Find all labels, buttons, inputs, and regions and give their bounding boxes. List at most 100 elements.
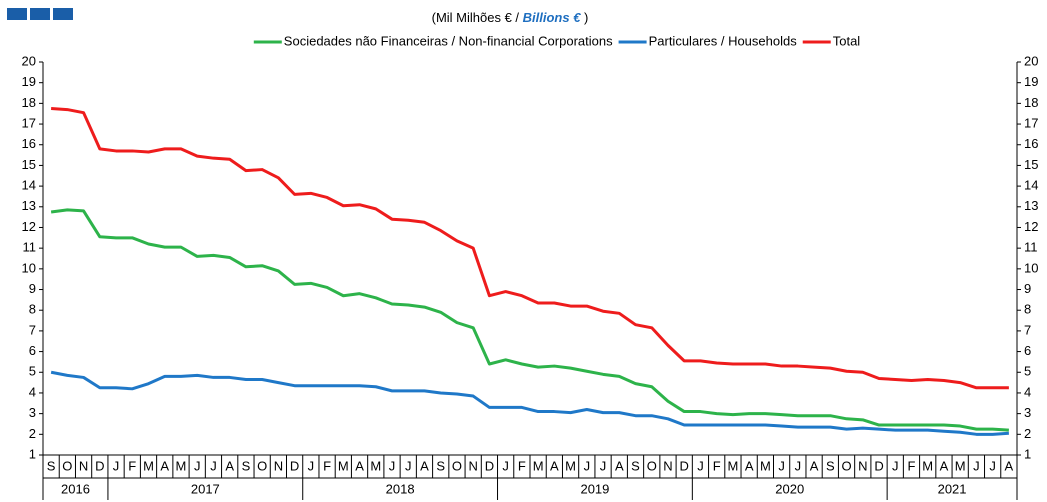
- legend-label: Total: [833, 33, 861, 48]
- y2-tick-label: 12: [1024, 219, 1038, 234]
- y-tick-label: 1: [29, 446, 36, 461]
- y2-tick-label: 19: [1024, 74, 1038, 89]
- x-tick-label: J: [697, 458, 704, 473]
- series-line: [51, 107, 1009, 390]
- title-part: ): [580, 10, 588, 25]
- x-tick-label: N: [468, 458, 477, 473]
- x-tick-label: F: [908, 458, 916, 473]
- title-part: (Mil Milhões € /: [432, 10, 523, 25]
- x-tick-label: N: [663, 458, 672, 473]
- x-tick-label: A: [420, 458, 429, 473]
- y-tick-label: 10: [22, 260, 36, 275]
- x-tick-label: F: [518, 458, 526, 473]
- x-tick-label: D: [874, 458, 883, 473]
- x-tick-label: O: [647, 458, 657, 473]
- x-tick-label: A: [940, 458, 949, 473]
- x-tick-label: A: [550, 458, 559, 473]
- x-tick-label: M: [922, 458, 933, 473]
- x-tick-label: M: [727, 458, 738, 473]
- x-tick-label: J: [778, 458, 785, 473]
- x-tick-label: A: [745, 458, 754, 473]
- x-tick-label: D: [680, 458, 689, 473]
- y-tick-label: 19: [22, 74, 36, 89]
- y2-tick-label: 11: [1024, 240, 1038, 255]
- y-tick-label: 18: [22, 95, 36, 110]
- y-tick-label: 11: [23, 240, 37, 255]
- logo-block: [7, 8, 27, 20]
- y2-tick-label: 3: [1024, 405, 1031, 420]
- x-tick-label: M: [143, 458, 154, 473]
- x-tick-label: J: [989, 458, 996, 473]
- x-tick-label: A: [225, 458, 234, 473]
- x-tick-label: A: [615, 458, 624, 473]
- series-line: [50, 370, 1009, 436]
- y-tick-label: 9: [29, 281, 36, 296]
- x-tick-label: A: [160, 458, 169, 473]
- x-tick-label: S: [826, 458, 835, 473]
- x-tick-label: M: [533, 458, 544, 473]
- logo-block: [30, 8, 50, 20]
- x-tick-label: N: [858, 458, 867, 473]
- y2-tick-label: 9: [1024, 281, 1031, 296]
- x-tick-label: O: [257, 458, 267, 473]
- year-label: 2018: [386, 481, 415, 496]
- title-emphasis: Billions €: [523, 10, 582, 25]
- x-tick-label: O: [841, 458, 851, 473]
- y2-tick-label: 6: [1024, 343, 1031, 358]
- x-tick-label: A: [1005, 458, 1014, 473]
- y2-tick-label: 13: [1024, 198, 1038, 213]
- y2-tick-label: 10: [1024, 260, 1038, 275]
- y-tick-label: 7: [29, 322, 36, 337]
- y-tick-label: 5: [29, 364, 36, 379]
- year-label: 2021: [938, 481, 967, 496]
- x-tick-label: J: [308, 458, 315, 473]
- x-tick-label: S: [242, 458, 251, 473]
- y-tick-label: 16: [22, 136, 36, 151]
- y2-tick-label: 14: [1024, 178, 1038, 193]
- x-tick-label: J: [194, 458, 201, 473]
- y-tick-label: 20: [22, 53, 36, 68]
- y-tick-label: 14: [22, 178, 36, 193]
- y-tick-label: 13: [22, 198, 36, 213]
- x-tick-label: N: [79, 458, 88, 473]
- y2-tick-label: 2: [1024, 426, 1031, 441]
- y2-tick-label: 17: [1024, 115, 1038, 130]
- x-tick-label: J: [389, 458, 396, 473]
- x-tick-label: M: [338, 458, 349, 473]
- x-tick-label: A: [355, 458, 364, 473]
- x-tick-label: J: [210, 458, 217, 473]
- x-tick-label: S: [631, 458, 640, 473]
- year-label: 2016: [61, 481, 90, 496]
- legend-label: Particulares / Households: [649, 33, 798, 48]
- y-tick-label: 17: [22, 115, 36, 130]
- year-label: 2017: [191, 481, 220, 496]
- x-tick-label: O: [62, 458, 72, 473]
- y-tick-label: 15: [22, 157, 36, 172]
- x-tick-label: M: [565, 458, 576, 473]
- x-tick-label: M: [955, 458, 966, 473]
- y2-tick-label: 20: [1024, 53, 1038, 68]
- y2-tick-label: 5: [1024, 364, 1031, 379]
- x-tick-label: D: [95, 458, 104, 473]
- x-tick-label: J: [600, 458, 607, 473]
- year-label: 2020: [775, 481, 804, 496]
- x-tick-label: S: [47, 458, 56, 473]
- x-tick-label: F: [713, 458, 721, 473]
- x-tick-label: J: [405, 458, 412, 473]
- chart-title: (Mil Milhões € / Billions € ): [432, 10, 589, 25]
- x-tick-label: J: [973, 458, 980, 473]
- y-tick-label: 6: [29, 343, 36, 358]
- x-tick-label: F: [323, 458, 331, 473]
- x-tick-label: J: [892, 458, 899, 473]
- y2-tick-label: 7: [1024, 322, 1031, 337]
- x-tick-label: O: [452, 458, 462, 473]
- x-tick-label: J: [502, 458, 509, 473]
- y-tick-label: 2: [29, 426, 36, 441]
- x-tick-label: J: [113, 458, 120, 473]
- y2-tick-label: 1: [1024, 446, 1031, 461]
- y-tick-label: 12: [22, 219, 36, 234]
- y-tick-label: 4: [29, 384, 36, 399]
- x-tick-label: S: [436, 458, 445, 473]
- series-line: [50, 208, 1009, 432]
